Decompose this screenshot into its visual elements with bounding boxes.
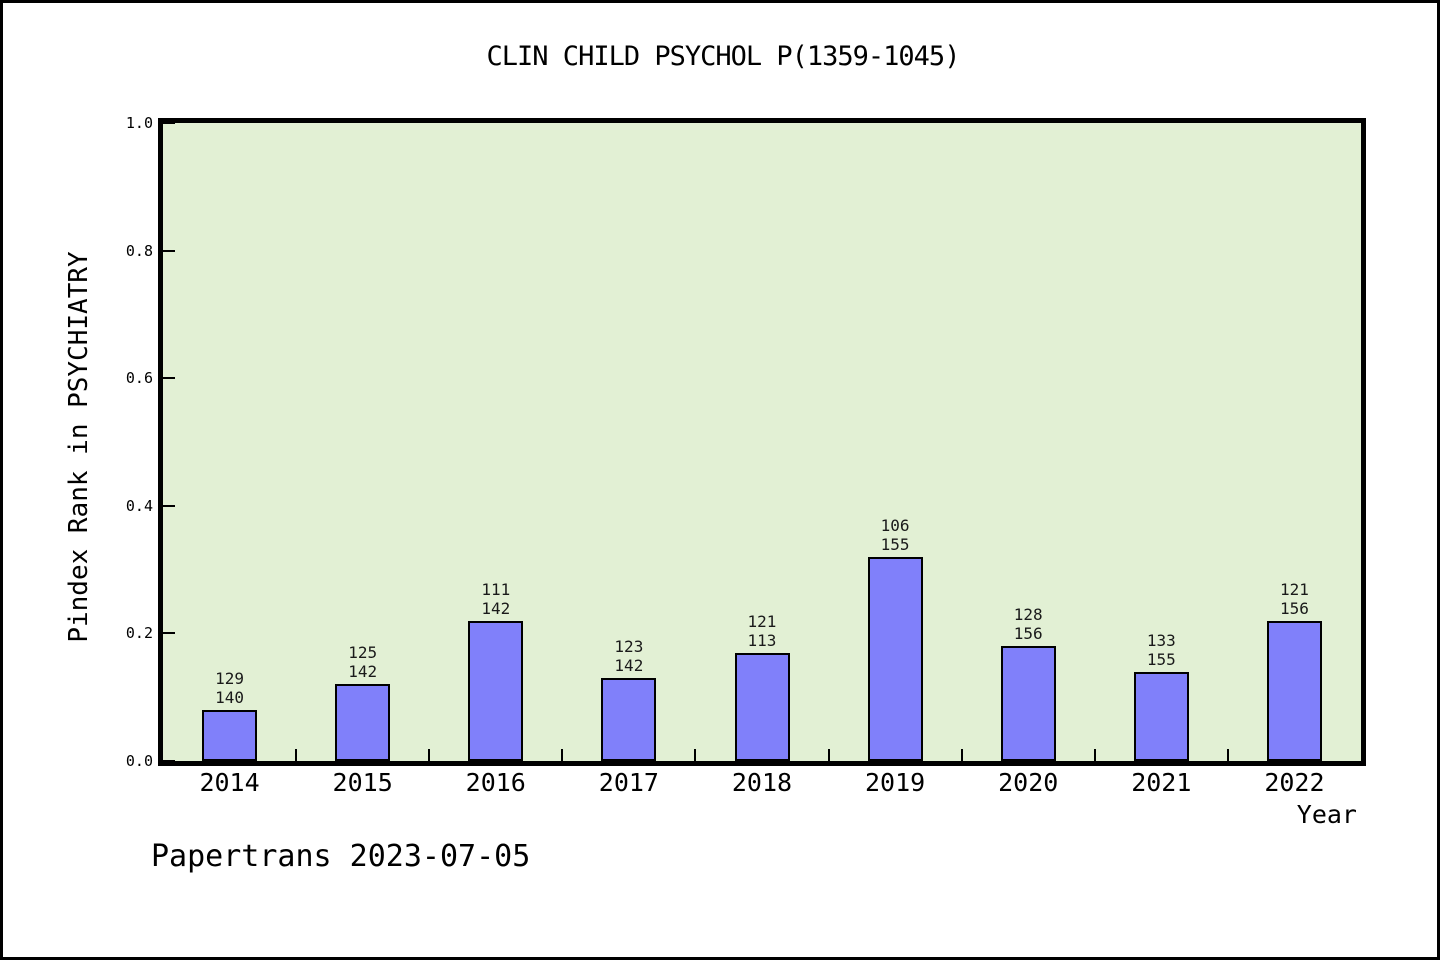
- bar-value-label-2014: 129 140: [163, 669, 296, 707]
- bar-value-bottom: 142: [614, 656, 644, 676]
- bar-value-bottom: 140: [215, 687, 244, 707]
- y-tick-label-0.4: 0.4: [125, 496, 153, 515]
- y-tick-mark: [163, 504, 175, 507]
- bar-2020: [1000, 646, 1056, 761]
- x-tick-label-2016: 2016: [465, 768, 526, 797]
- y-axis-label: Pindex Rank in PSYCHIATRY: [64, 251, 94, 643]
- bar-value-label-2020: 128 156: [962, 605, 1095, 643]
- y-tick-label-0.8: 0.8: [125, 241, 153, 260]
- bar-2014: [202, 709, 258, 761]
- bar-value-bottom: 156: [1013, 624, 1043, 644]
- x-tick-label-2018: 2018: [731, 768, 793, 797]
- x-tick-label-2022: 2022: [1264, 768, 1325, 797]
- y-tick-mark: [163, 377, 175, 380]
- bar-value-bottom: 155: [1146, 649, 1176, 669]
- bar-value-top: 121: [1279, 579, 1309, 599]
- watermark-text: Papertrans 2023-07-05: [151, 839, 531, 874]
- bar-value-top: 111: [481, 579, 511, 599]
- x-tick-mark: [694, 749, 697, 761]
- bar-value-label-2022: 121 156: [1228, 580, 1361, 618]
- bar-value-bottom: 142: [348, 662, 378, 682]
- y-tick-mark: [163, 249, 175, 252]
- x-tick-label-2015: 2015: [332, 768, 393, 797]
- bar-2017: [601, 678, 657, 761]
- x-tick-label-2017: 2017: [598, 768, 659, 797]
- y-tick-label-0.2: 0.2: [125, 624, 153, 643]
- bar-value-label-2018: 121 113: [695, 612, 828, 650]
- x-tick-mark: [295, 749, 298, 761]
- x-tick-label-2021: 2021: [1131, 768, 1192, 797]
- bar-value-top: 121: [747, 611, 777, 631]
- y-tick-label-1.0: 1.0: [125, 114, 153, 132]
- bar-value-label-2017: 123 142: [562, 637, 695, 675]
- chart-title: CLIN CHILD PSYCHOL P(1359-1045): [486, 41, 961, 72]
- x-tick-mark: [827, 749, 830, 761]
- y-tick-mark: [163, 760, 175, 762]
- bar-value-label-2019: 106 155: [829, 516, 962, 554]
- bar-value-top: 123: [614, 637, 644, 657]
- y-tick-mark: [163, 122, 175, 124]
- bar-2016: [468, 620, 524, 761]
- x-axis-label: Year: [1296, 800, 1357, 829]
- x-tick-mark: [1226, 749, 1229, 761]
- bar-value-bottom: 113: [747, 630, 777, 650]
- y-tick-mark: [163, 632, 175, 635]
- bar-2015: [335, 684, 391, 761]
- bar-value-bottom: 156: [1279, 598, 1309, 618]
- y-tick-label-0.0: 0.0: [125, 752, 153, 770]
- bar-value-top: 129: [215, 668, 244, 688]
- x-tick-label-2019: 2019: [864, 768, 926, 797]
- bar-2022: [1266, 620, 1322, 761]
- bar-2018: [734, 652, 790, 761]
- x-tick-mark: [1093, 749, 1096, 761]
- bar-value-label-2021: 133 155: [1095, 631, 1228, 669]
- bar-value-bottom: 142: [481, 598, 511, 618]
- bar-value-top: 125: [348, 643, 378, 663]
- bar-value-label-2015: 125 142: [296, 643, 429, 681]
- x-tick-mark: [960, 749, 963, 761]
- y-tick-label-0.6: 0.6: [125, 369, 153, 388]
- bar-value-bottom: 155: [880, 534, 910, 554]
- x-tick-label-2020: 2020: [998, 768, 1059, 797]
- x-tick-mark: [428, 749, 431, 761]
- x-tick-label-2014: 2014: [199, 768, 260, 797]
- bar-value-label-2016: 111 142: [429, 580, 562, 618]
- bar-2021: [1133, 671, 1189, 761]
- bar-value-top: 128: [1013, 605, 1043, 625]
- bar-2019: [867, 556, 923, 761]
- x-tick-mark: [561, 749, 564, 761]
- bar-value-top: 106: [880, 515, 910, 535]
- bar-value-top: 133: [1146, 630, 1176, 650]
